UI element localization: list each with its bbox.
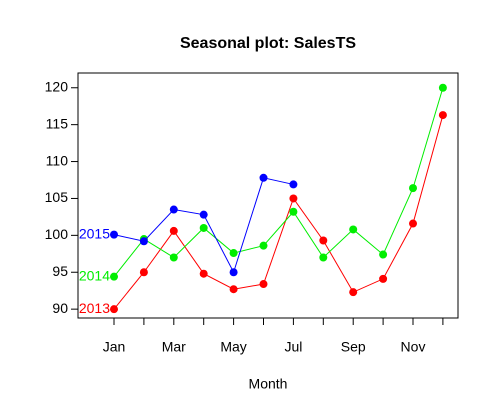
data-point — [229, 249, 238, 258]
y-tick-label: 100 — [45, 226, 69, 242]
plot-frame — [77, 72, 459, 319]
data-point — [169, 253, 178, 262]
data-point — [319, 253, 328, 262]
x-tick-label: Jul — [284, 339, 302, 355]
data-point — [199, 210, 208, 219]
y-tick-label: 115 — [46, 115, 69, 131]
data-point — [289, 180, 298, 189]
data-point — [110, 272, 118, 281]
y-tick-label: 105 — [45, 189, 69, 205]
data-point — [199, 269, 208, 278]
data-point — [349, 225, 358, 234]
data-point — [319, 236, 328, 245]
x-tick-label: Sep — [341, 339, 366, 355]
y-tick-label: 95 — [52, 263, 68, 279]
x-tick-label: May — [220, 339, 246, 355]
data-point — [169, 205, 178, 214]
y-tick-label: 120 — [45, 78, 69, 94]
data-point — [199, 223, 208, 232]
data-point — [259, 241, 268, 250]
data-point — [139, 237, 148, 246]
data-point — [110, 230, 118, 239]
data-point — [379, 274, 388, 283]
data-point — [438, 111, 447, 120]
data-point — [229, 285, 238, 294]
y-tick-label: 110 — [46, 152, 69, 168]
data-point — [139, 268, 148, 277]
data-point — [229, 268, 238, 277]
chart-title: Seasonal plot: SalesTS — [180, 35, 356, 52]
x-tick-label: Nov — [401, 339, 426, 355]
y-tick-label: 90 — [52, 300, 68, 316]
series-line — [113, 87, 444, 277]
x-tick-label: Jan — [103, 339, 126, 355]
data-point — [409, 184, 417, 193]
data-point — [110, 305, 118, 314]
data-point — [438, 83, 447, 92]
data-point — [259, 280, 268, 289]
series-label: 2014 — [79, 267, 110, 283]
data-point — [349, 288, 358, 297]
series-line — [113, 114, 444, 310]
data-point — [409, 219, 417, 228]
x-tick-label: Mar — [162, 339, 186, 355]
data-point — [259, 173, 268, 182]
x-axis-label: Month — [249, 376, 288, 392]
data-point — [289, 207, 298, 216]
data-point — [289, 194, 298, 203]
series-label: 2015 — [79, 225, 110, 241]
data-point — [379, 250, 388, 259]
data-point — [169, 226, 178, 235]
series-label: 2013 — [79, 300, 110, 316]
